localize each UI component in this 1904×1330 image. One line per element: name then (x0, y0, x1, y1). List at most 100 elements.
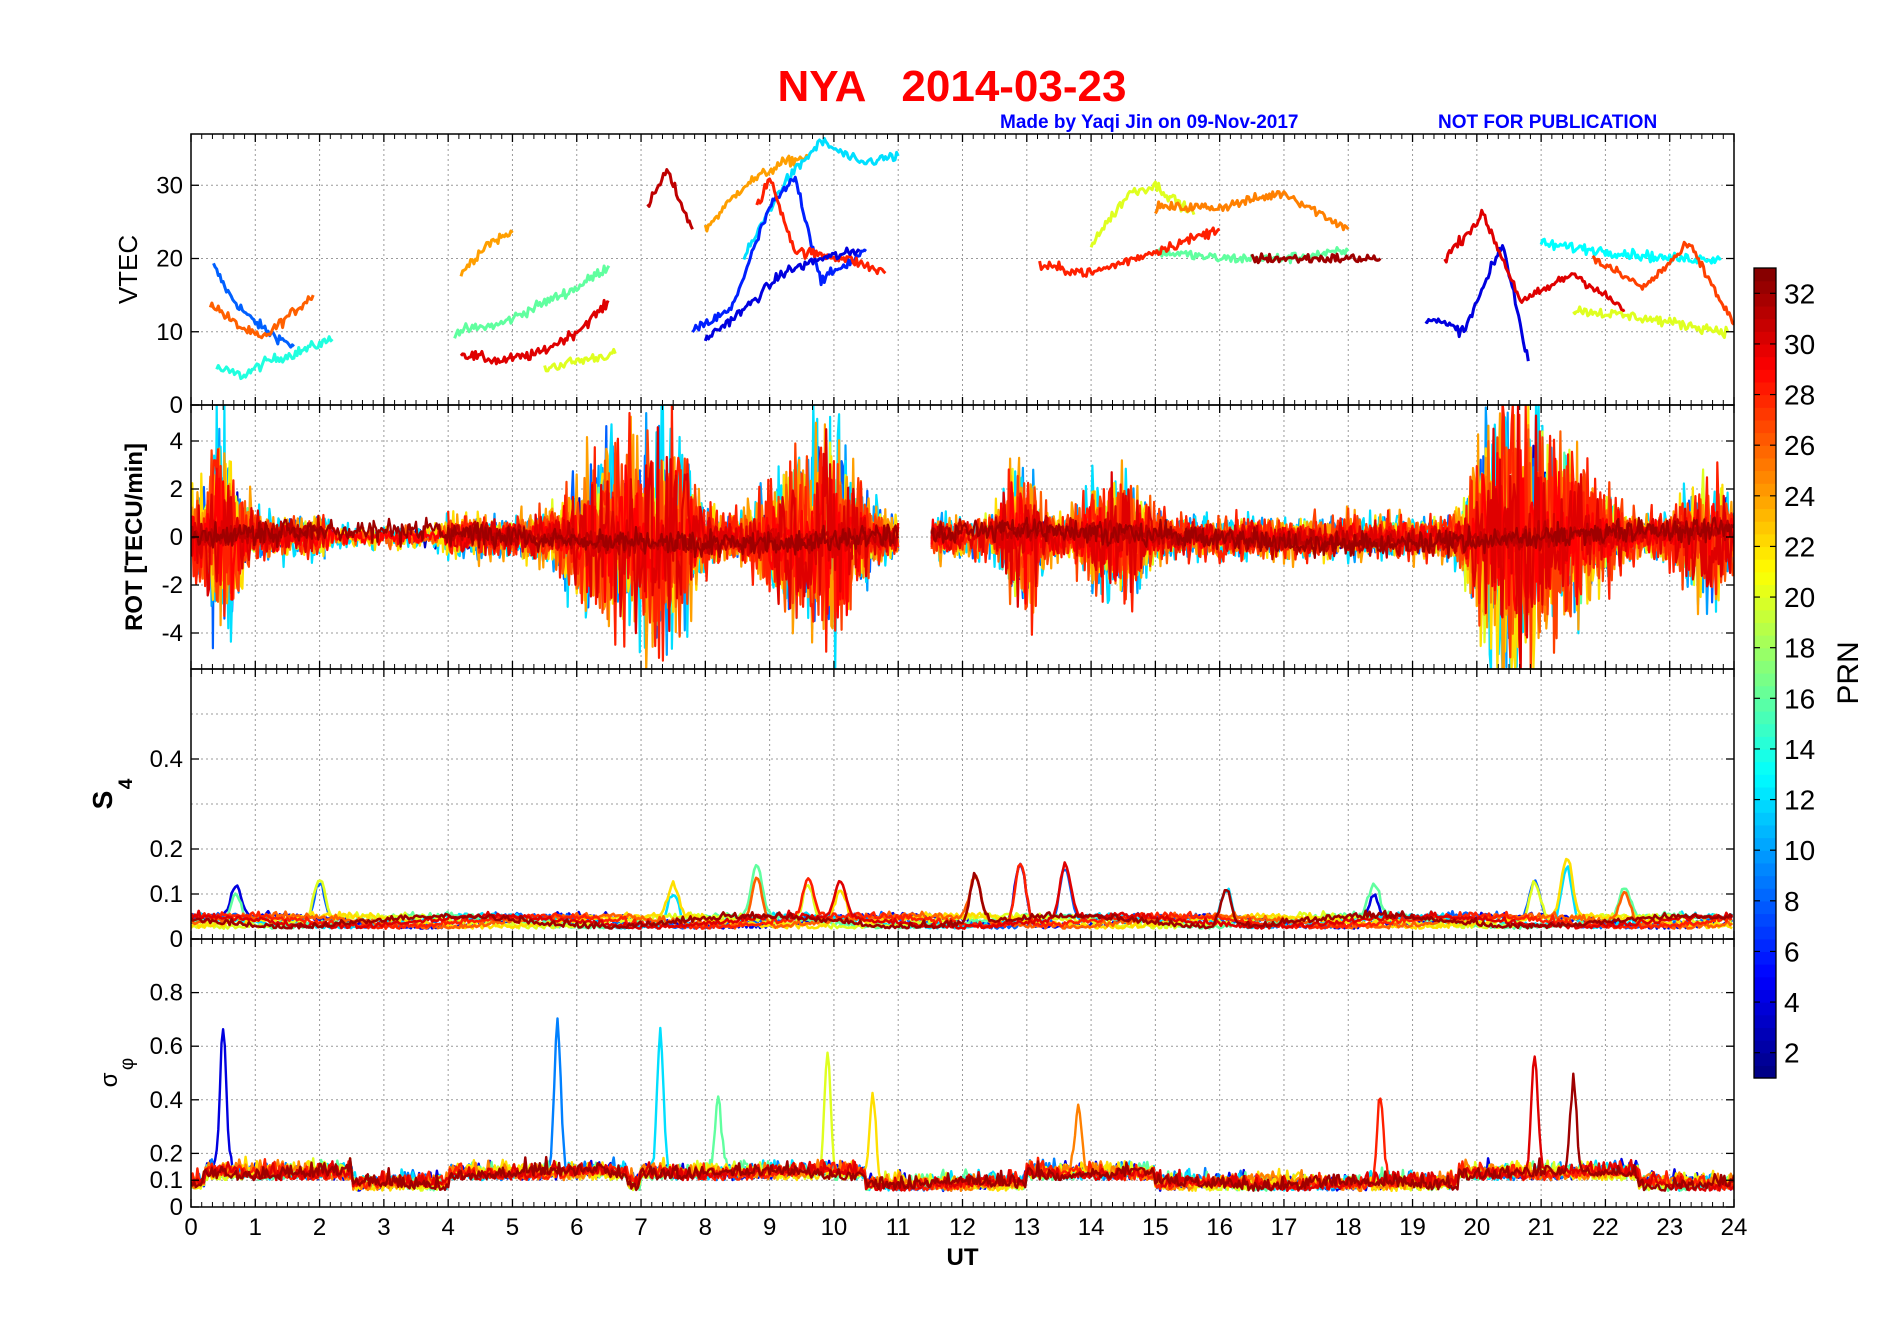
colorbar-tick-label: 32 (1784, 278, 1815, 309)
x-tick-label: 2 (313, 1214, 326, 1241)
colorbar-segment (1754, 774, 1776, 788)
colorbar-segment (1754, 761, 1776, 775)
colorbar-segment (1754, 445, 1776, 459)
colorbar-tick-label: 22 (1784, 531, 1815, 562)
vtec-series-group (208, 136, 1734, 381)
colorbar-segment (1754, 343, 1776, 358)
vtec-line-prn-16 (453, 264, 611, 339)
axes-frames (190, 133, 1735, 1208)
y-tick-label: 0 (170, 392, 183, 419)
y-tick-label: 0 (170, 524, 183, 551)
y-tick-label: 30 (156, 172, 183, 199)
colorbar-segment (1754, 457, 1776, 472)
x-axis-label: UT (947, 1244, 979, 1271)
colorbar-segment (1754, 938, 1776, 953)
colorbar-segment (1754, 432, 1776, 446)
y-tick-label: 0.6 (150, 1033, 183, 1060)
colorbar-segment (1754, 1052, 1776, 1066)
colorbar-segment (1754, 723, 1776, 737)
y-tick-label: 0.4 (150, 1087, 183, 1114)
x-tick-label: 19 (1399, 1214, 1426, 1241)
colorbar-segment (1754, 660, 1776, 674)
y-tick-label: 0.1 (150, 881, 183, 908)
colorbar-segment (1754, 1014, 1776, 1028)
x-tick-label: 9 (763, 1214, 776, 1241)
x-tick-label: 10 (821, 1214, 848, 1241)
vtec-y-label: VTEC (113, 235, 143, 304)
colorbar-segment (1754, 597, 1776, 611)
vtec-line-prn-12 (742, 136, 900, 261)
colorbar-segment (1754, 1002, 1776, 1016)
s4-y-label: S (87, 791, 118, 810)
colorbar-segment (1754, 913, 1776, 927)
colorbar-segment (1754, 305, 1776, 320)
colorbar-segment (1754, 698, 1776, 712)
y-tick-label: 4 (170, 428, 183, 455)
colorbar-segment (1754, 533, 1776, 548)
x-tick-label: 6 (570, 1214, 583, 1241)
x-tick-label: 3 (377, 1214, 390, 1241)
x-tick-label: 17 (1271, 1214, 1298, 1241)
colorbar-tick-label: 4 (1784, 987, 1800, 1018)
vtec-line-prn-24 (459, 229, 514, 277)
vtec-line-prn-8 (212, 262, 295, 349)
colorbar-segment (1754, 407, 1776, 421)
colorbar-tick-label: 16 (1784, 683, 1815, 714)
y-tick-label: 0.1 (150, 1167, 183, 1194)
vtec-line-prn-28 (755, 177, 887, 276)
y-tick-label: 10 (156, 319, 183, 346)
colorbar-tick-label: 12 (1784, 785, 1815, 816)
colorbar-tick-label: 20 (1784, 582, 1815, 613)
colorbar-tick-label: 28 (1784, 380, 1815, 411)
colorbar-segment (1754, 268, 1776, 282)
credit-text: Made by Yaqi Jin on 09-Nov-2017 (1000, 112, 1299, 133)
colorbar-segment (1754, 647, 1776, 661)
colorbar-segment (1754, 673, 1776, 687)
vtec-line-prn-26 (208, 294, 315, 340)
x-tick-label: 12 (949, 1214, 976, 1241)
x-tick-label: 15 (1142, 1214, 1169, 1241)
x-tick-label: 1 (249, 1214, 262, 1241)
sigphi-y-label-subscript: φ (117, 1058, 138, 1070)
colorbar-segment (1754, 888, 1776, 902)
colorbar-segment (1754, 1027, 1776, 1041)
colorbar-label: PRN (1832, 641, 1865, 704)
data-layer (191, 136, 1734, 1193)
vtec-line-prn-28 (1038, 226, 1221, 278)
s4-series-group (191, 857, 1734, 930)
y-tick-label: 0.4 (150, 746, 183, 773)
colorbar-segment (1754, 584, 1776, 598)
vtec-line-prn-32 (1250, 252, 1382, 265)
tick-labels: 0102030-4-202400.10.20.400.10.20.40.60.8… (150, 172, 1748, 1241)
y-tick-label: -2 (162, 572, 183, 599)
colorbar-segment (1754, 280, 1776, 294)
colorbar-segment (1754, 900, 1776, 915)
colorbar-segment (1754, 799, 1776, 813)
x-tick-label: 18 (1335, 1214, 1362, 1241)
x-tick-label: 16 (1206, 1214, 1233, 1241)
vtec-line-prn-20 (543, 347, 617, 373)
vtec-line-prn-31 (646, 168, 694, 230)
vtec-line-prn-14 (215, 335, 334, 381)
chart-title: NYA 2014-03-23 (777, 62, 1127, 111)
colorbar-segment (1754, 875, 1776, 889)
colorbar-segment (1754, 736, 1776, 750)
colorbar-segment (1754, 786, 1776, 801)
vtec-line-prn-30 (1443, 208, 1626, 313)
vtec-line-prn-27 (1591, 240, 1734, 326)
rot-line-prn-32 (930, 516, 1734, 560)
colorbar-frame (1753, 267, 1777, 1079)
colorbar-segment (1754, 850, 1776, 864)
colorbar-segment (1754, 926, 1776, 940)
x-tick-label: 21 (1528, 1214, 1555, 1241)
colorbar-segment (1754, 824, 1776, 839)
rot-line-prn-30 (447, 426, 900, 635)
colorbar-segment (1754, 685, 1776, 699)
sigphi-y-label: σ (96, 1072, 123, 1087)
rot-line-prn-32 (191, 516, 900, 559)
colorbar-segment (1754, 483, 1776, 497)
colorbar-segment (1754, 951, 1776, 965)
y-tick-label: 20 (156, 246, 183, 273)
